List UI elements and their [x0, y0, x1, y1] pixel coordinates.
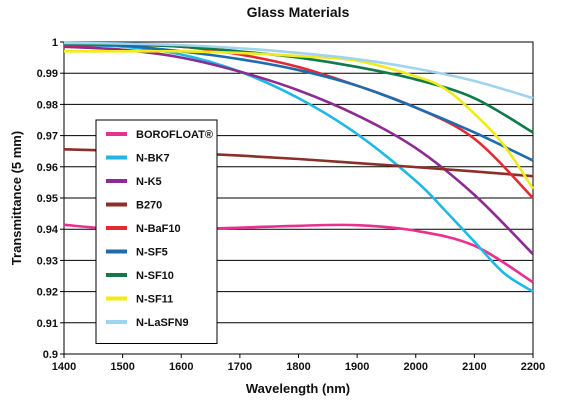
y-tick-label: 0.94	[37, 224, 59, 236]
series-line-n-sf11	[64, 49, 535, 190]
x-tick-label: 1900	[345, 361, 369, 373]
y-axis-title: Transmittance (5 mm)	[9, 131, 24, 265]
x-tick-label: 2200	[521, 361, 545, 373]
y-tick-label: 0.93	[37, 255, 58, 267]
y-tick-label: 0.9	[43, 349, 58, 361]
y-tick-label: 0.92	[37, 287, 58, 299]
legend-label: N-SF5	[136, 247, 168, 259]
legend-label: N-SF10	[136, 270, 174, 282]
axis-ticks: 0.9 0.91 0.92 0.93 0.94 0.95 0.96 0.97 0.98 0.99 1…	[37, 37, 546, 373]
y-tick-label: 0.98	[37, 99, 58, 111]
series-line-n-lasfn9	[63, 41, 534, 100]
x-tick-label: 2100	[462, 361, 486, 373]
legend-label: N-LaSFN9	[136, 317, 189, 329]
legend-label: N-BaF10	[136, 223, 181, 235]
x-tick-label: 1500	[110, 361, 134, 373]
x-tick-label: 1700	[228, 361, 252, 373]
legend-label: N-K5	[136, 176, 162, 188]
y-tick-label: 0.96	[37, 162, 58, 174]
legend-label: N-BK7	[136, 153, 170, 165]
y-tick-label: 1	[52, 37, 58, 49]
legend-label: BOROFLOAT®	[136, 129, 213, 141]
x-tick-label: 1600	[169, 361, 193, 373]
y-tick-label: 0.99	[37, 68, 58, 80]
x-tick-label: 1400	[52, 361, 76, 373]
x-tick-label: 2000	[404, 361, 428, 373]
legend-label: B270	[136, 200, 162, 212]
x-tick-label: 1800	[286, 361, 310, 373]
y-tick-label: 0.95	[37, 193, 58, 205]
y-tick-label: 0.97	[37, 131, 58, 143]
series-line-n-sf5	[63, 43, 534, 162]
x-axis-title: Wavelength (nm)	[246, 381, 350, 396]
y-tick-label: 0.91	[37, 318, 58, 330]
legend-label: N-SF11	[136, 294, 173, 306]
chart-title: Glass Materials	[247, 4, 350, 20]
legend: BOROFLOAT® N-BK7 N-K5 B270 N-BaF10 N-SF5 N-SF1…	[95, 119, 218, 344]
